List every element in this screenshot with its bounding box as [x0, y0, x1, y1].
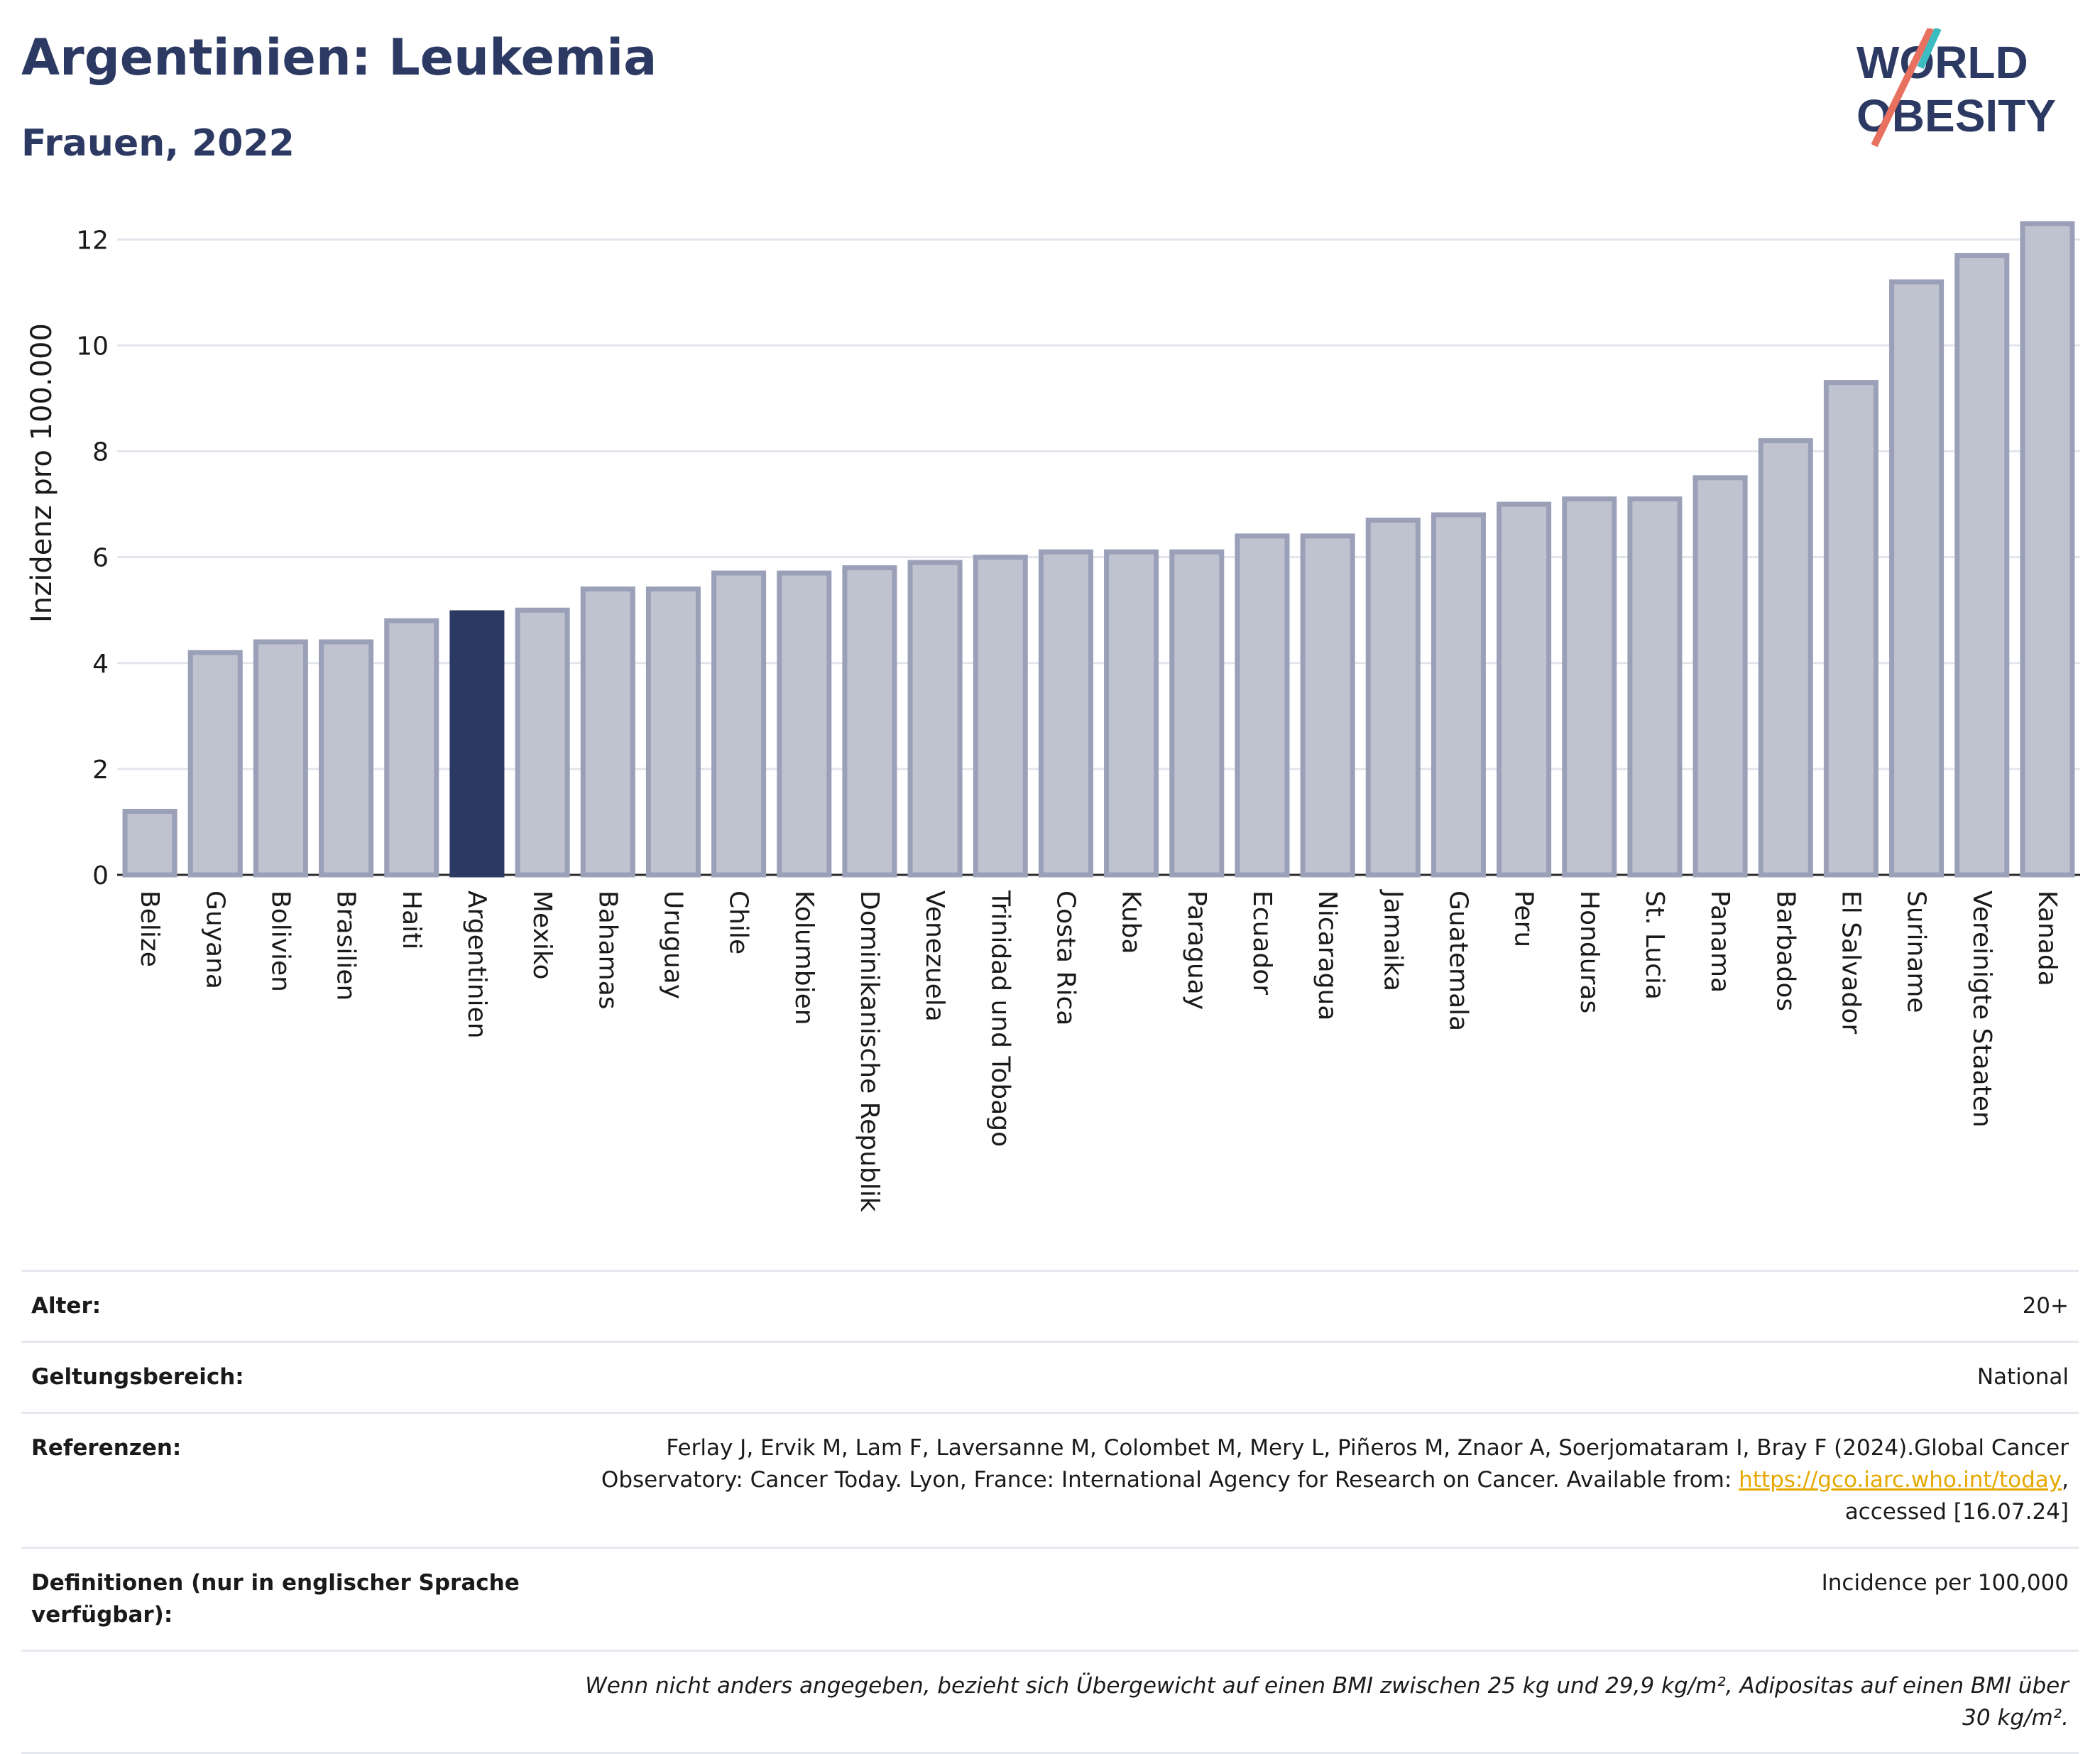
- x-tick-label: Guyana: [200, 890, 229, 989]
- bar-chart: 0 2 4 6 8 10 12 Inzidenz pro 100.000 Belize Guyan…: [26, 221, 2080, 1212]
- x-tick-label: Barbados: [1771, 890, 1800, 1011]
- bar-panama: [1692, 475, 1748, 878]
- bar-peru: [1497, 501, 1552, 878]
- y-tick-label: 8: [92, 438, 109, 467]
- bar-paraguay: [1169, 549, 1225, 878]
- x-tick-label: Panama: [1705, 890, 1734, 993]
- bar-guatemala: [1431, 512, 1486, 878]
- x-tick-label: Vereinigte Staaten: [1967, 890, 1996, 1128]
- references-accessed: , accessed [16.07.24]: [1844, 1466, 2069, 1525]
- bar-ecuador: [1235, 533, 1290, 878]
- references-label: Referenzen:: [31, 1434, 182, 1461]
- bar-el-salvador: [1823, 380, 1878, 878]
- bar-brasilien: [319, 639, 374, 878]
- bar-kanada: [2020, 221, 2075, 878]
- x-tick-label: Bahamas: [593, 890, 622, 1010]
- scope-label: Geltungsbereich:: [31, 1363, 244, 1390]
- x-tick-label: Ecuador: [1247, 890, 1276, 995]
- y-tick-label: 4: [92, 650, 109, 679]
- x-tick-label: Kolumbien: [789, 890, 819, 1025]
- bar-bahamas: [580, 586, 635, 878]
- x-tick-label: St. Lucia: [1640, 890, 1669, 1000]
- bar-barbados: [1758, 438, 1813, 878]
- x-tick-label: Honduras: [1575, 890, 1604, 1013]
- scope-value: National: [1976, 1363, 2069, 1390]
- bar-chile: [711, 570, 767, 878]
- x-tick-label: Nicaragua: [1313, 890, 1342, 1020]
- bar-uruguay: [645, 586, 701, 878]
- x-tick-label: Jamaika: [1378, 889, 1407, 991]
- x-tick-label: Argentinien: [462, 890, 491, 1039]
- bar-belize: [122, 809, 177, 878]
- x-tick-label: Haiti: [397, 890, 426, 949]
- info-table: Alter: 20+ Geltungsbereich: National Ref…: [21, 1270, 2079, 1754]
- y-axis-label: Inzidenz pro 100.000: [26, 323, 58, 623]
- bar-honduras: [1562, 496, 1617, 878]
- age-value: 20+: [2022, 1293, 2069, 1319]
- info-row-references: Referenzen: Ferlay J, Ervik M, Lam F, La…: [21, 1411, 2079, 1547]
- bar-venezuela: [907, 560, 963, 878]
- world-obesity-logo: WORLD OBESITY: [1856, 28, 2056, 148]
- age-label: Alter:: [31, 1293, 102, 1319]
- page-title: Argentinien: Leukemia: [21, 28, 657, 87]
- info-row-definitions: Definitionen (nur in englischer Sprache …: [21, 1546, 2079, 1650]
- x-tick-label: Costa Rica: [1051, 890, 1080, 1025]
- x-tick-label: Venezuela: [920, 890, 949, 1022]
- x-tick-label: Belize: [135, 890, 164, 967]
- x-tick-label: Paraguay: [1182, 890, 1211, 1010]
- x-tick-label: Kanada: [2033, 890, 2062, 986]
- x-tick-label: Kuba: [1117, 890, 1146, 954]
- svg-text:WORLD: WORLD: [1856, 37, 2028, 88]
- x-tick-label: Dominikanische Republik: [855, 890, 884, 1212]
- x-tick-label: Brasilien: [332, 890, 361, 1001]
- bar-haiti: [384, 618, 439, 878]
- references-link[interactable]: https://gco.iarc.who.int/today: [1739, 1466, 2062, 1493]
- x-tick-label: Trinidad und Tobago: [985, 890, 1015, 1147]
- bar-argentinien: [449, 610, 505, 878]
- info-row-note: Wenn nicht anders angegeben, bezieht sic…: [21, 1649, 2079, 1754]
- bmi-note: Wenn nicht anders angegeben, bezieht sic…: [585, 1672, 2069, 1731]
- x-tick-label: Guatemala: [1443, 890, 1472, 1031]
- x-tick-label: Peru: [1509, 890, 1538, 947]
- definitions-value: Incidence per 100,000: [1821, 1569, 2069, 1596]
- page-subtitle: Frauen, 2022: [21, 122, 295, 165]
- y-tick-label: 10: [76, 332, 109, 361]
- bar-costa-rica: [1038, 549, 1093, 878]
- bar-bolivien: [253, 639, 308, 878]
- bar-suriname: [1889, 279, 1945, 878]
- bar-mexiko: [515, 607, 570, 878]
- y-tick-label: 12: [76, 226, 109, 255]
- definitions-label: Definitionen (nur in englischer Sprache …: [31, 1569, 520, 1628]
- x-tick-label: Mexiko: [527, 890, 557, 979]
- bar-kolumbien: [777, 570, 832, 878]
- info-row-scope: Geltungsbereich: National: [21, 1340, 2079, 1412]
- x-tick-label: Uruguay: [658, 890, 687, 999]
- bar-trinidad-und-tobago: [973, 555, 1028, 878]
- x-tick-label: Bolivien: [266, 890, 295, 992]
- y-tick-label: 6: [92, 544, 109, 573]
- y-tick-label: 2: [92, 756, 109, 785]
- bar-vereinigte-staaten: [1954, 253, 2010, 878]
- x-tick-label: El Salvador: [1836, 890, 1865, 1034]
- info-row-age: Alter: 20+: [21, 1270, 2079, 1341]
- references-text: Ferlay J, Ervik M, Lam F, Laversanne M, …: [601, 1434, 2069, 1493]
- x-tick-label: Chile: [724, 890, 753, 954]
- x-tick-label: Suriname: [1902, 890, 1931, 1013]
- references-value: Ferlay J, Ervik M, Lam F, Laversanne M, …: [578, 1432, 2069, 1528]
- bar-dominikanische-republik: [842, 565, 897, 878]
- bar-jamaika: [1365, 517, 1421, 878]
- y-tick-label: 0: [92, 861, 109, 890]
- bar-guyana: [187, 650, 243, 878]
- bar-nicaragua: [1300, 533, 1355, 878]
- bar-st.-lucia: [1627, 496, 1683, 878]
- bar-kuba: [1104, 549, 1159, 878]
